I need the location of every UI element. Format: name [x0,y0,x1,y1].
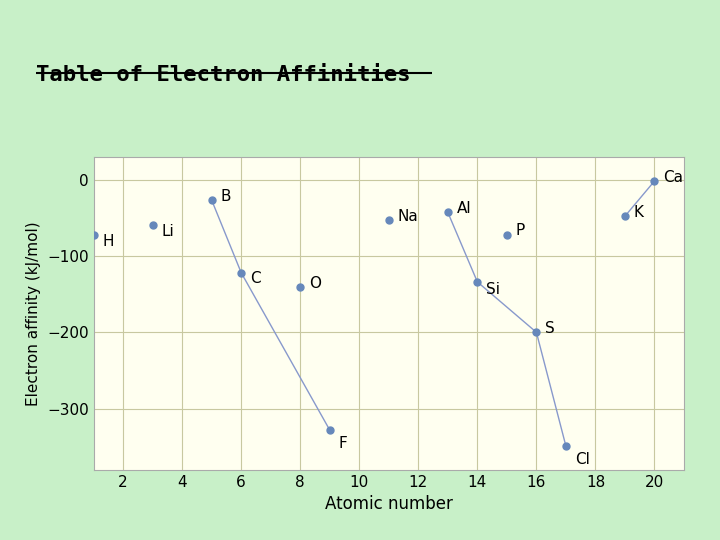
Text: K: K [634,205,644,220]
Point [88,231,99,240]
Point [472,278,483,286]
Point [560,442,572,450]
Text: Si: Si [486,282,500,297]
X-axis label: Atomic number: Atomic number [325,495,453,513]
Point [619,212,631,220]
Point [147,221,158,230]
Text: Table of Electron Affinities: Table of Electron Affinities [36,65,410,85]
Point [442,208,454,217]
Point [206,196,217,205]
Text: Ca: Ca [663,170,683,185]
Point [501,230,513,239]
Point [235,268,247,277]
Text: H: H [102,234,114,249]
Text: S: S [545,321,555,336]
Point [531,328,542,336]
Text: Cl: Cl [575,453,590,467]
Point [649,177,660,185]
Text: P: P [516,223,525,238]
Point [383,215,395,224]
Text: B: B [220,189,231,204]
Text: Li: Li [161,224,174,239]
Text: Al: Al [456,201,472,216]
Text: O: O [309,276,321,291]
Y-axis label: Electron affinity (kJ/mol): Electron affinity (kJ/mol) [27,221,42,406]
Text: C: C [250,271,261,286]
Point [294,283,306,292]
Point [324,426,336,434]
Text: Na: Na [397,208,418,224]
Text: F: F [338,436,347,451]
